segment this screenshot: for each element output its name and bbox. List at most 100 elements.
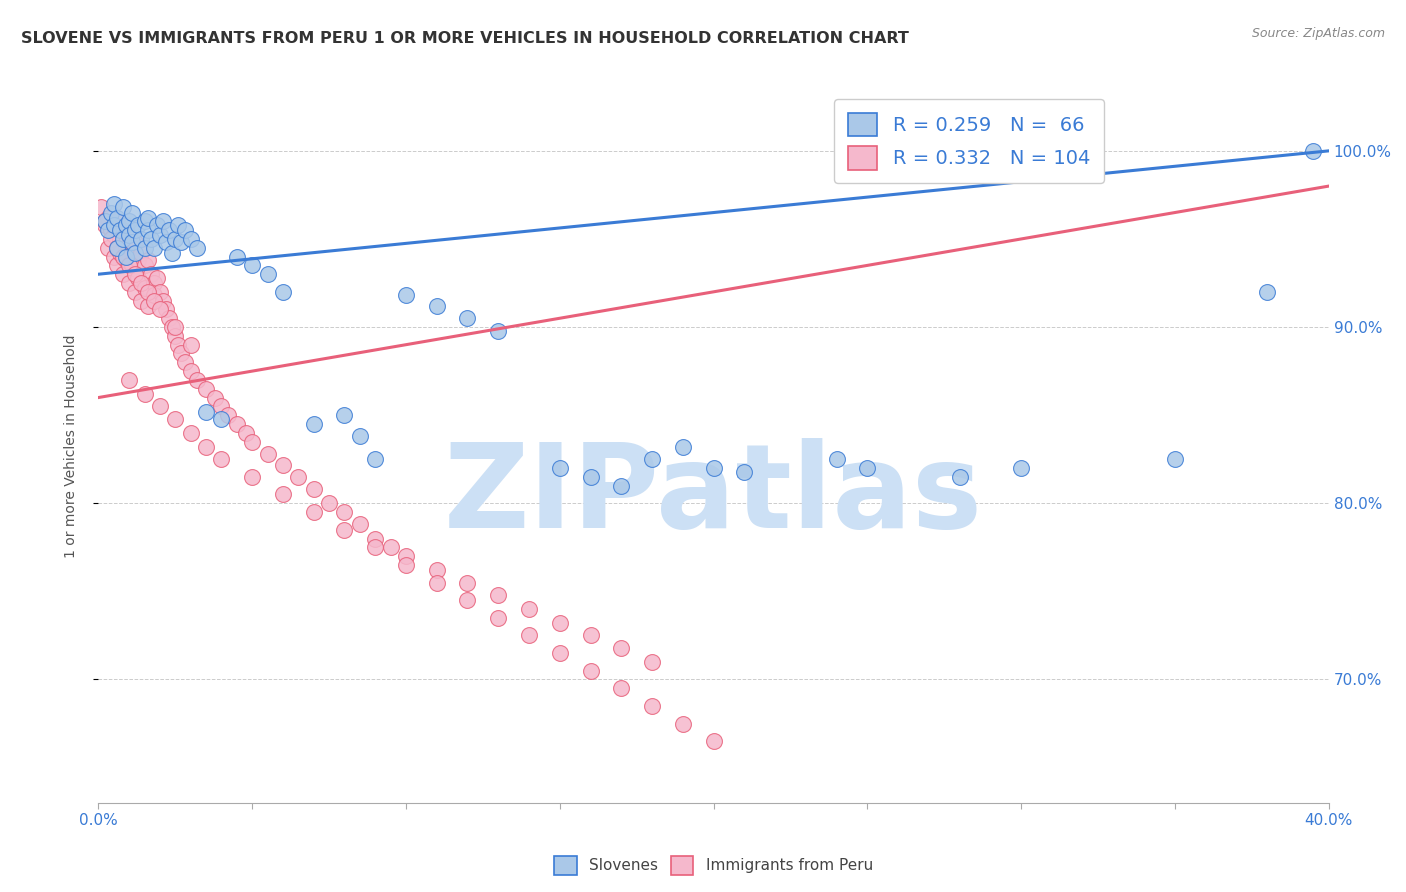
Point [456, 575, 478, 590]
Point [136, 253, 159, 268]
Point [195, 404, 218, 418]
Legend: Slovenes, Immigrants from Peru: Slovenes, Immigrants from Peru [548, 850, 879, 880]
Point [364, 452, 387, 467]
Point [256, 447, 278, 461]
Point [271, 487, 294, 501]
Point [240, 470, 263, 484]
Point [97, 241, 120, 255]
Point [149, 285, 172, 299]
Point [302, 417, 325, 431]
Point [118, 373, 141, 387]
Point [131, 246, 153, 260]
Point [112, 223, 135, 237]
Point [380, 541, 402, 555]
Point [157, 311, 180, 326]
Point [579, 470, 602, 484]
Point [105, 259, 128, 273]
Point [211, 400, 233, 414]
Point [240, 259, 263, 273]
Point [240, 434, 263, 449]
Point [703, 734, 725, 748]
Point [134, 387, 156, 401]
Point [108, 246, 131, 260]
Point [180, 364, 202, 378]
Point [170, 235, 193, 250]
Point [149, 302, 172, 317]
Point [287, 470, 309, 484]
Point [426, 563, 449, 577]
Point [1302, 144, 1324, 158]
Point [139, 267, 162, 281]
Point [131, 276, 153, 290]
Point [118, 228, 141, 243]
Point [134, 241, 156, 255]
Point [100, 205, 122, 219]
Point [115, 218, 138, 232]
Point [225, 417, 247, 431]
Point [146, 270, 169, 285]
Point [170, 346, 193, 360]
Point [302, 505, 325, 519]
Point [211, 452, 233, 467]
Point [105, 214, 128, 228]
Point [333, 408, 356, 422]
Point [225, 250, 247, 264]
Point [217, 408, 239, 422]
Point [165, 320, 187, 334]
Point [131, 293, 153, 308]
Point [136, 223, 159, 237]
Point [949, 470, 972, 484]
Point [333, 523, 356, 537]
Point [486, 611, 509, 625]
Point [105, 241, 128, 255]
Point [167, 218, 190, 232]
Point [124, 285, 146, 299]
Point [93, 218, 115, 232]
Point [112, 232, 135, 246]
Point [641, 698, 664, 713]
Point [672, 440, 695, 454]
Point [139, 232, 162, 246]
Point [100, 223, 122, 237]
Point [579, 664, 602, 678]
Point [395, 558, 418, 572]
Point [115, 250, 138, 264]
Point [149, 228, 172, 243]
Point [548, 616, 571, 631]
Point [152, 214, 174, 228]
Point [456, 311, 478, 326]
Point [395, 549, 418, 563]
Point [142, 241, 165, 255]
Point [134, 259, 156, 273]
Point [486, 324, 509, 338]
Point [395, 288, 418, 302]
Point [121, 246, 143, 260]
Point [115, 241, 138, 255]
Point [486, 588, 509, 602]
Point [157, 223, 180, 237]
Point [127, 218, 149, 232]
Point [173, 355, 195, 369]
Point [142, 293, 165, 308]
Point [124, 267, 146, 281]
Point [165, 411, 187, 425]
Point [517, 602, 540, 616]
Point [165, 329, 187, 343]
Point [155, 302, 177, 317]
Point [105, 211, 128, 225]
Point [103, 250, 125, 264]
Point [610, 681, 633, 696]
Point [579, 628, 602, 642]
Point [142, 276, 165, 290]
Point [1256, 285, 1278, 299]
Point [103, 196, 125, 211]
Point [364, 532, 387, 546]
Point [610, 478, 633, 492]
Text: SLOVENE VS IMMIGRANTS FROM PERU 1 OR MORE VEHICLES IN HOUSEHOLD CORRELATION CHAR: SLOVENE VS IMMIGRANTS FROM PERU 1 OR MOR… [21, 31, 908, 46]
Text: Source: ZipAtlas.com: Source: ZipAtlas.com [1251, 27, 1385, 40]
Point [349, 429, 371, 443]
Point [271, 285, 294, 299]
Point [610, 640, 633, 655]
Point [112, 267, 135, 281]
Y-axis label: 1 or more Vehicles in Household: 1 or more Vehicles in Household [63, 334, 77, 558]
